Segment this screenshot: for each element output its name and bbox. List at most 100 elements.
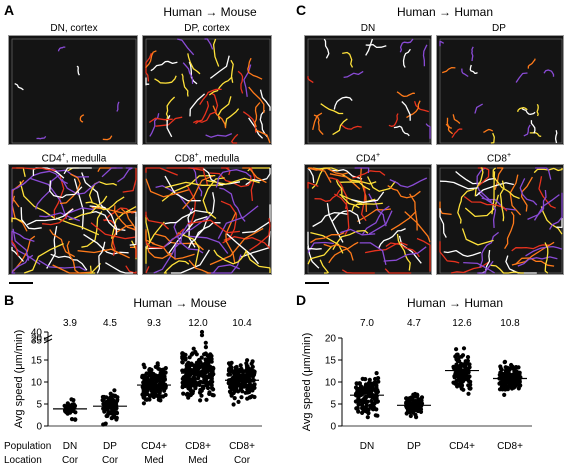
cell-track: [243, 64, 252, 97]
cell-track: [81, 211, 103, 248]
cell-track: [481, 197, 516, 211]
data-point: [243, 368, 249, 373]
cell-track: [342, 51, 354, 68]
data-point: [359, 398, 364, 403]
y-tick-label: 10: [325, 378, 337, 389]
panel-d-title: Human → Human: [406, 296, 504, 310]
cell-track: [173, 221, 204, 254]
cell-track: [145, 211, 170, 230]
cell-track: [463, 195, 508, 212]
cell-track: [320, 103, 344, 115]
cell-track: [12, 228, 30, 261]
cell-track: [165, 96, 176, 122]
cell-track: [11, 195, 28, 232]
data-point: [100, 398, 105, 403]
data-point: [454, 366, 459, 371]
cell-track: [523, 124, 531, 137]
cell-track: [90, 222, 136, 240]
data-point: [365, 415, 370, 420]
data-point: [375, 413, 380, 418]
data-point: [112, 388, 117, 393]
data-point: [187, 355, 192, 360]
cell-track: [393, 125, 410, 137]
data-point: [414, 415, 419, 420]
data-point: [451, 380, 456, 385]
scale-bar-c: [305, 282, 329, 284]
cell-track: [310, 231, 344, 254]
data-point: [451, 364, 456, 369]
data-point: [209, 383, 214, 388]
data-point: [238, 363, 243, 368]
label-dp: DP: [492, 23, 506, 34]
location-label: Cor: [62, 455, 79, 466]
cell-track: [165, 181, 224, 189]
cell-track: [57, 46, 66, 52]
scale-bar-a: [9, 282, 33, 284]
data-point: [188, 392, 194, 397]
cell-track: [469, 64, 478, 74]
data-point: [201, 379, 206, 384]
population-label: DP: [407, 441, 421, 452]
data-point: [115, 397, 120, 402]
location-label: Cor: [234, 455, 251, 466]
data-point: [232, 389, 237, 394]
cell-track: [406, 100, 421, 119]
data-point: [113, 410, 118, 415]
data-point: [202, 352, 207, 357]
cell-track: [312, 112, 323, 131]
series-points: [353, 371, 381, 420]
cell-track: [378, 228, 406, 249]
data-point: [454, 347, 459, 352]
cell-track: [52, 264, 92, 274]
data-point: [246, 378, 251, 383]
data-point: [180, 354, 185, 359]
cell-track: [361, 205, 390, 236]
cell-track: [166, 167, 204, 171]
cell-track: [335, 179, 360, 209]
cell-track: [145, 228, 185, 249]
image-cd4-medulla: [8, 164, 138, 275]
data-point: [141, 380, 146, 385]
label-dn: DN: [360, 23, 376, 34]
cell-track: [457, 188, 475, 224]
population-label: DN: [360, 441, 374, 452]
cell-track: [231, 133, 239, 144]
data-point: [366, 411, 371, 416]
data-point: [415, 393, 420, 398]
y-tick-label: 35: [31, 336, 43, 347]
data-point: [245, 358, 250, 363]
data-point: [360, 376, 365, 381]
data-point: [374, 371, 379, 376]
data-point: [205, 358, 210, 363]
series-points: [62, 397, 78, 422]
panel-b-letter: B: [4, 292, 15, 308]
data-point: [238, 375, 243, 380]
data-point: [108, 391, 113, 396]
cell-track: [164, 215, 211, 248]
data-point: [242, 375, 247, 380]
cell-track: [416, 237, 431, 272]
label-cd4-medulla: CD4+, medulla: [41, 152, 107, 165]
cell-track: [452, 114, 461, 124]
data-point: [180, 351, 185, 356]
mean-value-label: 3.9: [63, 318, 77, 329]
data-point: [203, 340, 208, 345]
cell-track: [116, 101, 120, 112]
data-point: [228, 372, 233, 377]
cell-tracks: [439, 40, 558, 144]
cell-track: [389, 177, 428, 188]
data-point: [461, 346, 467, 351]
cell-track: [53, 175, 65, 218]
data-point: [372, 380, 378, 385]
cell-track: [461, 68, 469, 78]
cell-track: [307, 181, 319, 189]
data-point: [237, 368, 242, 373]
data-point: [190, 351, 195, 356]
location-label: Med: [188, 455, 207, 466]
cell-track: [163, 260, 190, 274]
population-label: CD8+: [229, 441, 255, 452]
data-point: [356, 409, 361, 414]
data-point: [141, 401, 146, 406]
data-point: [232, 384, 237, 389]
mean-value-label: 9.3: [147, 318, 161, 329]
